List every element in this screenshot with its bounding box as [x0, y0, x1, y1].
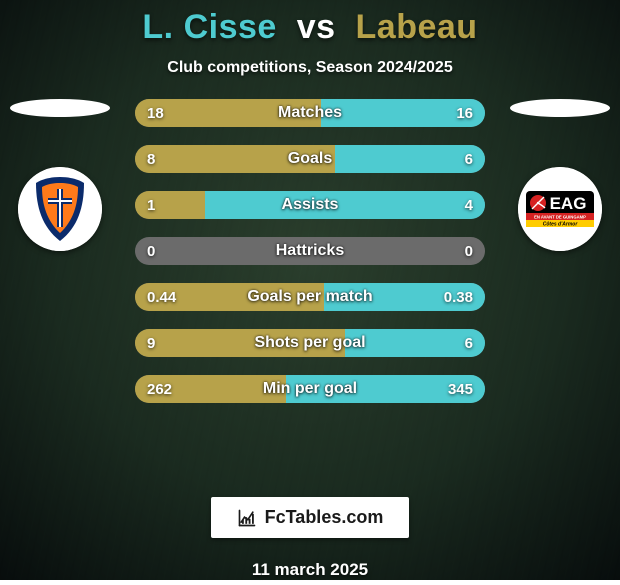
stat-row: Shots per goal96 [135, 329, 485, 357]
club-badge-right-icon: EAG EN AVANT DE GUINGAMP Côtes d'Armor [518, 167, 602, 251]
stat-label: Hattricks [135, 237, 485, 265]
stats-list: Matches1816Goals86Assists14Hattricks00Go… [135, 99, 485, 403]
stat-value-right: 16 [444, 99, 485, 127]
svg-text:EAG: EAG [550, 194, 587, 213]
stat-row: Hattricks0 0 [135, 237, 485, 265]
content-root: L. Cisse vs Labeau Club competitions, Se… [0, 0, 620, 580]
page-title: L. Cisse vs Labeau [142, 8, 477, 47]
stat-value-left: 1 [135, 191, 167, 219]
svg-text:EN AVANT DE GUINGAMP: EN AVANT DE GUINGAMP [534, 215, 586, 220]
title-vs: vs [297, 8, 336, 46]
stat-value-right: 345 [436, 375, 485, 403]
stat-bar-right [205, 191, 485, 219]
stat-value-left: 0.44 [135, 283, 188, 311]
subtitle: Club competitions, Season 2024/2025 [167, 59, 452, 77]
stat-value-right: 6 [453, 329, 485, 357]
stat-value-left: 18 [135, 99, 176, 127]
brand-text: FcTables.com [265, 507, 384, 528]
title-player1: L. Cisse [142, 8, 276, 46]
stat-value-left: 262 [135, 375, 184, 403]
player-right-silhouette-base [510, 99, 610, 117]
player-right-column: EAG EN AVANT DE GUINGAMP Côtes d'Armor [500, 99, 620, 251]
player-left-column [0, 99, 120, 251]
comparison-area: EAG EN AVANT DE GUINGAMP Côtes d'Armor M… [0, 99, 620, 485]
stat-value-right: 4 [453, 191, 485, 219]
club-badge-right: EAG EN AVANT DE GUINGAMP Côtes d'Armor [518, 167, 602, 251]
stat-row: Assists14 [135, 191, 485, 219]
player-left-silhouette-base [10, 99, 110, 117]
club-badge-left-icon [18, 167, 102, 251]
stat-value-left: 9 [135, 329, 167, 357]
brand-chart-icon [237, 508, 257, 528]
svg-text:Côtes d'Armor: Côtes d'Armor [543, 222, 579, 228]
stat-row: Matches1816 [135, 99, 485, 127]
title-player2: Labeau [356, 8, 478, 46]
stat-value-right: 0.38 [432, 283, 485, 311]
stat-value-left: 8 [135, 145, 167, 173]
club-badge-left [18, 167, 102, 251]
stat-value-right: 0 [453, 237, 485, 265]
stat-row: Goals per match0.440.38 [135, 283, 485, 311]
date-label: 11 march 2025 [252, 560, 368, 580]
stat-row: Min per goal262345 [135, 375, 485, 403]
stat-row: Goals86 [135, 145, 485, 173]
brand-badge: FcTables.com [211, 497, 410, 538]
stat-value-left: 0 [135, 237, 167, 265]
stat-value-right: 6 [453, 145, 485, 173]
